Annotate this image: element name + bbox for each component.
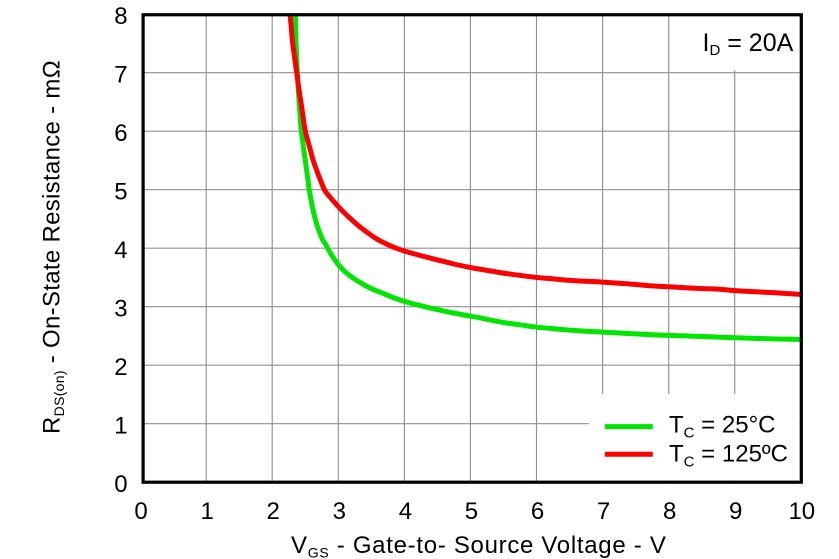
svg-text:2: 2	[114, 354, 127, 381]
svg-text:0: 0	[114, 471, 127, 498]
svg-text:8: 8	[114, 3, 127, 30]
svg-text:10: 10	[788, 498, 815, 525]
svg-text:6: 6	[114, 120, 127, 147]
svg-text:0: 0	[134, 498, 147, 525]
svg-text:7: 7	[114, 61, 127, 88]
svg-text:4: 4	[399, 498, 412, 525]
svg-text:4: 4	[114, 237, 127, 264]
svg-text:9: 9	[729, 498, 742, 525]
svg-text:2: 2	[267, 498, 280, 525]
svg-text:3: 3	[333, 498, 346, 525]
svg-text:1: 1	[201, 498, 214, 525]
svg-text:VGS - Gate-to- Source Voltage: VGS - Gate-to- Source Voltage - V	[291, 532, 667, 559]
svg-text:3: 3	[114, 295, 127, 322]
svg-text:1: 1	[114, 412, 127, 439]
svg-text:5: 5	[114, 178, 127, 205]
svg-text:5: 5	[465, 498, 478, 525]
svg-text:7: 7	[597, 498, 610, 525]
svg-text:8: 8	[663, 498, 676, 525]
svg-text:6: 6	[531, 498, 544, 525]
